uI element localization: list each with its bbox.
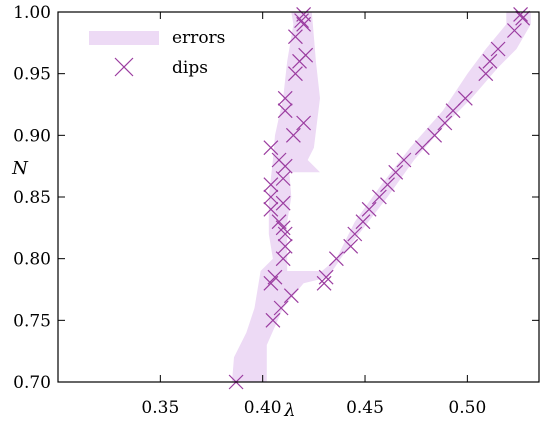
dip-marker [437, 115, 453, 131]
dip-marker [371, 189, 387, 205]
y-tick-label: 0.70 [13, 373, 51, 393]
x-tick-label: 0.50 [448, 398, 486, 418]
legend-marker-dips [114, 57, 134, 77]
x-tick-label: 0.45 [346, 398, 384, 418]
dip-marker [277, 90, 293, 106]
legend-label-dips: dips [172, 58, 208, 78]
legend-swatch-errors [89, 31, 159, 45]
dip-markers [228, 7, 531, 390]
dip-marker [507, 23, 522, 38]
dip-marker [271, 152, 287, 168]
axis-ticks: 0.35 0.40 0.45 0.50 0.70 0.75 0.80 0.85 0.90 0.95… [13, 3, 539, 418]
x-tick-label: 0.40 [244, 398, 282, 418]
dip-marker [288, 66, 303, 82]
dip-marker [263, 140, 279, 156]
y-axis-title: N [11, 158, 29, 179]
dip-marker [265, 312, 281, 328]
dip-marker [513, 7, 529, 22]
x-axis-title: λ [283, 400, 295, 421]
y-tick-label: 0.95 [13, 65, 51, 85]
dip-marker [318, 269, 334, 285]
dip-marker [316, 275, 332, 291]
dip-marker [277, 238, 293, 254]
dip-marker [445, 103, 461, 119]
dip-marker [275, 220, 291, 236]
dip-marker [273, 300, 289, 316]
dip-marker [347, 226, 363, 242]
error-band-area [232, 12, 531, 382]
dip-marker [328, 251, 344, 267]
dip-marker [267, 269, 283, 285]
dip-marker [275, 171, 291, 186]
y-tick-label: 0.90 [13, 126, 51, 146]
x-tick-label: 0.35 [141, 398, 179, 418]
dip-marker [414, 140, 430, 156]
dip-marker [478, 66, 494, 82]
dip-marker [294, 13, 309, 29]
dip-marker [427, 127, 443, 143]
y-tick-label: 1.00 [13, 3, 51, 23]
dip-marker [288, 29, 303, 45]
dip-marker [296, 115, 312, 131]
dip-marker [275, 251, 291, 267]
dip-marker [355, 214, 371, 230]
dip-marker [263, 275, 279, 291]
dip-marker [515, 10, 531, 26]
dip-marker [296, 7, 312, 22]
dip-marker [388, 164, 404, 180]
dip-marker [490, 41, 506, 57]
dip-marker [263, 189, 279, 205]
dip-marker [457, 90, 473, 106]
dip-marker [361, 201, 377, 217]
dip-marker [277, 103, 293, 119]
dip-marker [271, 214, 287, 230]
dip-marker [482, 53, 498, 69]
error-band [232, 12, 531, 382]
legend-label-errors: errors [172, 28, 225, 48]
dip-marker [275, 195, 291, 211]
dip-marker [396, 152, 412, 168]
legend: errors dips [89, 28, 225, 78]
y-tick-label: 0.80 [13, 250, 51, 270]
y-tick-label: 0.75 [13, 311, 51, 331]
dip-marker [277, 226, 293, 242]
dip-marker [285, 127, 301, 143]
y-tick-label: 0.85 [13, 188, 51, 208]
dip-marker [283, 288, 299, 304]
legend-swatch-dips [114, 57, 134, 77]
dip-marker [343, 238, 359, 254]
dip-marker [380, 177, 395, 193]
dip-marker [263, 177, 279, 193]
dip-marker [263, 201, 279, 217]
dip-marker [298, 47, 314, 63]
